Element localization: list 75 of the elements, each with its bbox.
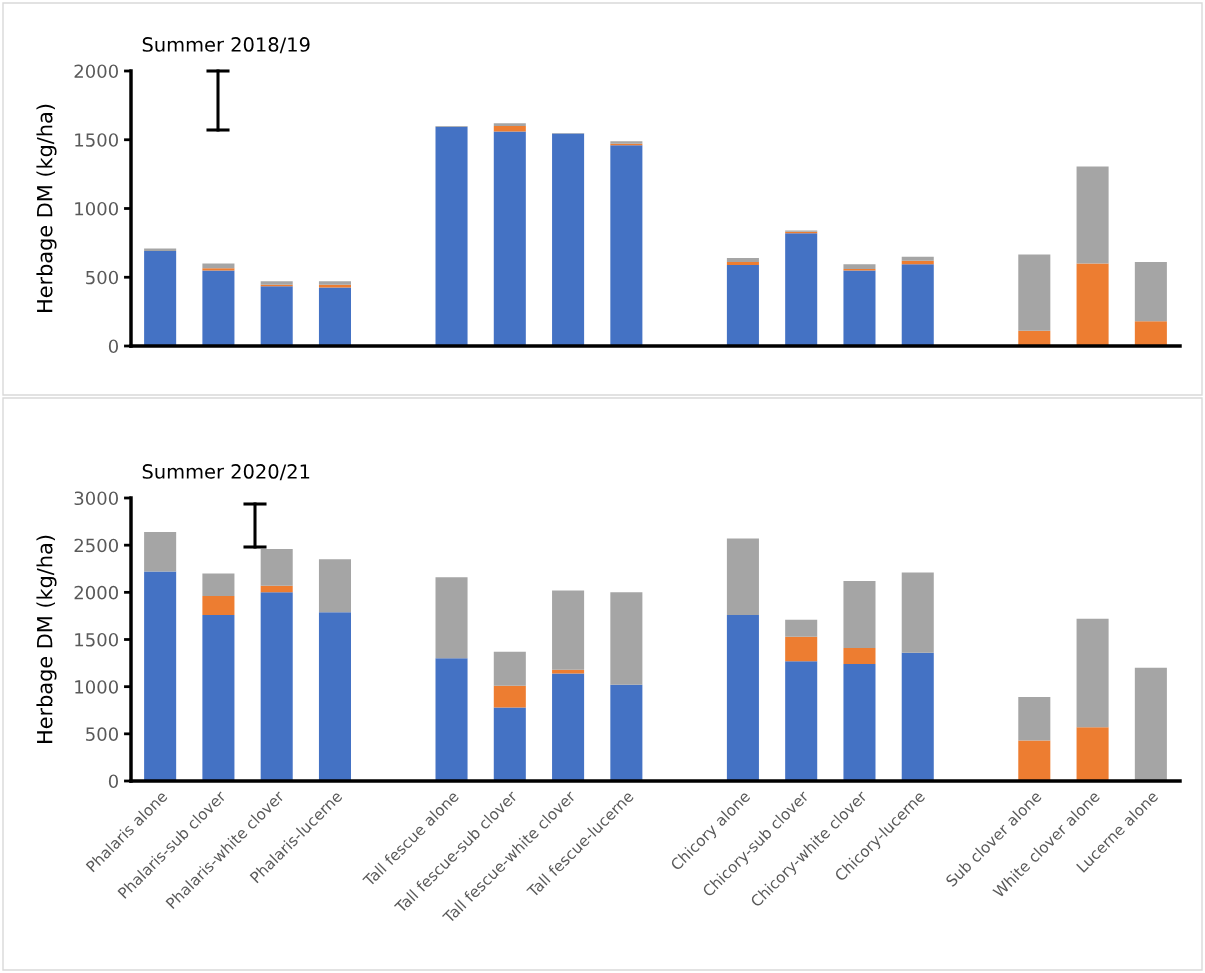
bar bbox=[144, 248, 177, 252]
bar bbox=[785, 636, 818, 662]
bar bbox=[260, 548, 293, 586]
bar bbox=[843, 264, 876, 269]
bar bbox=[435, 658, 468, 781]
y-axis-title: Herbage DM (kg/ha) bbox=[36, 535, 57, 743]
bar bbox=[202, 268, 235, 271]
bar bbox=[318, 612, 351, 781]
bar bbox=[726, 264, 759, 346]
y-tick-label: 1500 bbox=[75, 632, 118, 647]
bar bbox=[610, 145, 643, 346]
bar bbox=[1018, 697, 1051, 741]
y-axis-title: Herbage DM (kg/ha) bbox=[36, 104, 57, 312]
bar bbox=[260, 585, 293, 593]
bar bbox=[144, 251, 177, 346]
bar bbox=[901, 256, 934, 261]
bar bbox=[552, 133, 585, 346]
bar bbox=[493, 685, 526, 708]
y-tick-label: 0 bbox=[108, 774, 118, 789]
bar bbox=[493, 651, 526, 686]
bar bbox=[1134, 262, 1167, 322]
chart-title: Summer 2020/21 bbox=[142, 464, 310, 481]
bar bbox=[144, 531, 177, 572]
bar bbox=[1134, 321, 1167, 346]
bar bbox=[610, 592, 643, 685]
chart-title: Summer 2018/19 bbox=[142, 37, 310, 54]
bar bbox=[144, 571, 177, 781]
bar bbox=[1076, 618, 1109, 728]
y-tick-label: 1000 bbox=[75, 201, 118, 216]
bar bbox=[318, 559, 351, 613]
bar bbox=[493, 126, 526, 132]
bar bbox=[318, 287, 351, 346]
bar bbox=[202, 270, 235, 346]
bar bbox=[726, 258, 759, 263]
bar bbox=[1018, 740, 1051, 781]
bar bbox=[493, 131, 526, 346]
y-tick-label: 3000 bbox=[74, 491, 118, 506]
y-tick-label: 2000 bbox=[74, 585, 118, 600]
bar bbox=[202, 573, 235, 597]
bar bbox=[435, 126, 468, 346]
bar bbox=[435, 577, 468, 659]
y-tick-label: 1000 bbox=[75, 680, 118, 694]
bar bbox=[202, 614, 235, 781]
bar bbox=[785, 661, 818, 781]
bar bbox=[493, 123, 526, 126]
bar bbox=[726, 262, 759, 265]
bar bbox=[726, 614, 759, 781]
bar bbox=[843, 647, 876, 665]
bar bbox=[202, 596, 235, 615]
bar bbox=[1018, 254, 1051, 331]
bar bbox=[1134, 667, 1167, 781]
y-tick-label: 2500 bbox=[74, 538, 118, 553]
bar bbox=[843, 581, 876, 648]
y-tick-label: 500 bbox=[86, 727, 118, 741]
bar bbox=[843, 270, 876, 346]
bar bbox=[726, 538, 759, 615]
y-tick-label: 2000 bbox=[74, 64, 118, 79]
bar bbox=[552, 673, 585, 781]
bar bbox=[260, 592, 293, 781]
y-tick-label: 0 bbox=[108, 339, 118, 354]
bar bbox=[901, 652, 934, 781]
bar bbox=[610, 684, 643, 781]
bar bbox=[785, 233, 818, 346]
bar bbox=[785, 619, 818, 637]
bar bbox=[1076, 727, 1109, 781]
y-tick-label: 1500 bbox=[75, 133, 118, 147]
bar bbox=[901, 572, 934, 653]
bar bbox=[260, 286, 293, 346]
bar bbox=[1076, 263, 1109, 346]
bar bbox=[843, 664, 876, 781]
bar bbox=[901, 264, 934, 346]
y-tick-label: 500 bbox=[86, 270, 118, 285]
bar bbox=[552, 590, 585, 670]
bar bbox=[493, 707, 526, 781]
bar bbox=[1076, 166, 1109, 264]
